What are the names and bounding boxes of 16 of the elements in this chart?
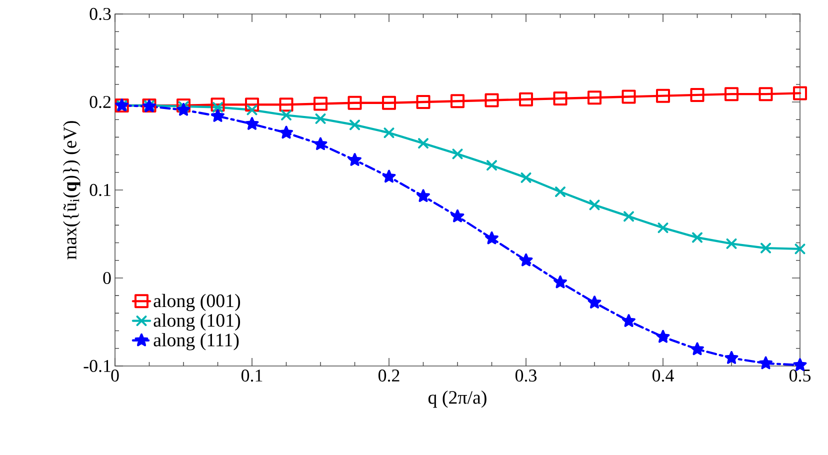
y-tick-label: 0.2 — [90, 96, 111, 108]
y-tick-label: 0.3 — [90, 8, 111, 20]
x-tick-label: 0.1 — [241, 370, 262, 382]
y-axis-title: max({ũ$_{i}$(q)}) (eV) — [63, 121, 80, 260]
x-tick-label: 0.5 — [789, 370, 811, 382]
x-tick-label: 0 — [111, 370, 119, 382]
legend-label: along (111) — [154, 333, 239, 350]
x-tick-label: 0.3 — [515, 370, 537, 382]
legend-label: along (001) — [154, 294, 240, 312]
y-tick-label: 0 — [103, 272, 111, 284]
x-tick-label: 0.2 — [378, 370, 400, 382]
y-tick-label: 0.1 — [90, 184, 110, 196]
y-tick-label: -0.1 — [84, 360, 110, 372]
x-axis-title: q (2π/a) — [428, 390, 486, 408]
legend-label: along (101) — [154, 313, 240, 331]
x-tick-label: 0.4 — [652, 370, 674, 382]
